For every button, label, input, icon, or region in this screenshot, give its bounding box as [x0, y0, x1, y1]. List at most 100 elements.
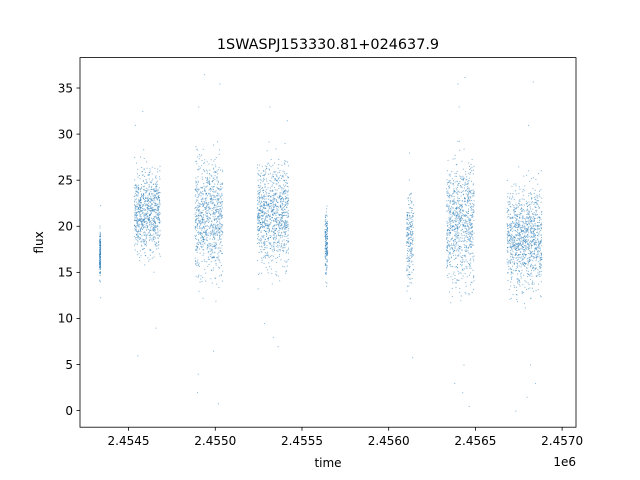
data-point [158, 219, 160, 221]
data-point [411, 260, 413, 262]
data-point [530, 242, 532, 244]
data-point [146, 214, 148, 216]
data-point [517, 226, 519, 228]
data-point [155, 209, 157, 211]
data-point [456, 241, 458, 243]
data-point [540, 256, 542, 258]
data-point [206, 206, 208, 208]
data-point [267, 192, 269, 194]
data-point [213, 234, 215, 236]
data-point [538, 234, 540, 236]
data-point [151, 209, 153, 211]
data-point [271, 200, 273, 202]
data-point [456, 200, 458, 201]
data-point [213, 231, 215, 233]
data-point [274, 198, 276, 200]
data-point [146, 212, 148, 214]
data-point [409, 152, 411, 154]
data-point [264, 238, 266, 240]
data-point [411, 224, 413, 226]
data-point [459, 211, 461, 213]
data-point [201, 216, 203, 218]
data-point [212, 211, 214, 213]
data-point [221, 244, 223, 246]
data-point [513, 216, 515, 218]
data-point [450, 276, 452, 278]
data-point [209, 193, 211, 195]
data-point [156, 213, 158, 215]
data-point [285, 221, 287, 223]
data-point [145, 242, 147, 244]
data-point [473, 210, 475, 212]
data-point [267, 272, 269, 274]
data-point [219, 188, 221, 190]
data-point [136, 225, 138, 227]
data-point [266, 168, 268, 170]
data-point [513, 257, 515, 259]
data-point [152, 178, 154, 180]
data-point [406, 218, 408, 220]
data-point [411, 231, 413, 233]
data-point [157, 219, 159, 221]
data-point [463, 187, 465, 189]
data-point [509, 217, 511, 219]
data-point [146, 215, 148, 217]
data-point [461, 215, 463, 217]
data-point [134, 211, 136, 213]
data-point [458, 247, 460, 249]
data-point [267, 220, 269, 222]
data-point [257, 216, 259, 218]
data-point [453, 198, 455, 200]
data-point [534, 243, 536, 245]
data-point [458, 106, 460, 108]
data-point [286, 249, 288, 251]
data-point [454, 282, 456, 284]
data-point [212, 269, 214, 271]
data-point [218, 215, 220, 217]
data-point [452, 249, 454, 251]
data-point [135, 212, 137, 214]
data-point [454, 231, 456, 233]
data-point [271, 249, 273, 251]
data-point [137, 220, 139, 222]
data-point [409, 266, 411, 268]
data-point [540, 234, 542, 236]
data-point [196, 181, 198, 183]
data-point [411, 282, 413, 284]
data-point [278, 239, 280, 241]
data-point [146, 204, 148, 206]
data-point [449, 194, 451, 196]
data-point [529, 287, 531, 289]
data-point [158, 222, 160, 224]
data-point [277, 241, 279, 243]
data-point [201, 229, 203, 231]
data-point [473, 288, 475, 290]
data-point [450, 214, 452, 216]
data-point [472, 237, 474, 239]
data-point [217, 216, 219, 218]
data-point [281, 216, 283, 218]
data-point [206, 248, 208, 250]
data-point [538, 283, 540, 285]
data-point [523, 235, 525, 237]
data-point [408, 179, 410, 181]
data-point [511, 247, 513, 249]
data-point [282, 170, 284, 172]
data-point [280, 196, 282, 198]
data-point [536, 202, 538, 204]
data-point [197, 214, 199, 216]
data-point [142, 205, 144, 207]
data-point [537, 240, 539, 242]
data-point [447, 242, 449, 244]
data-point [134, 124, 136, 126]
data-point [469, 265, 471, 267]
data-point [155, 189, 157, 191]
data-point [262, 257, 264, 259]
data-point [139, 205, 141, 207]
data-point [211, 224, 213, 226]
data-point [202, 254, 204, 256]
data-point [506, 249, 508, 251]
data-point [260, 232, 262, 234]
data-point [139, 223, 141, 225]
data-point [520, 227, 522, 229]
